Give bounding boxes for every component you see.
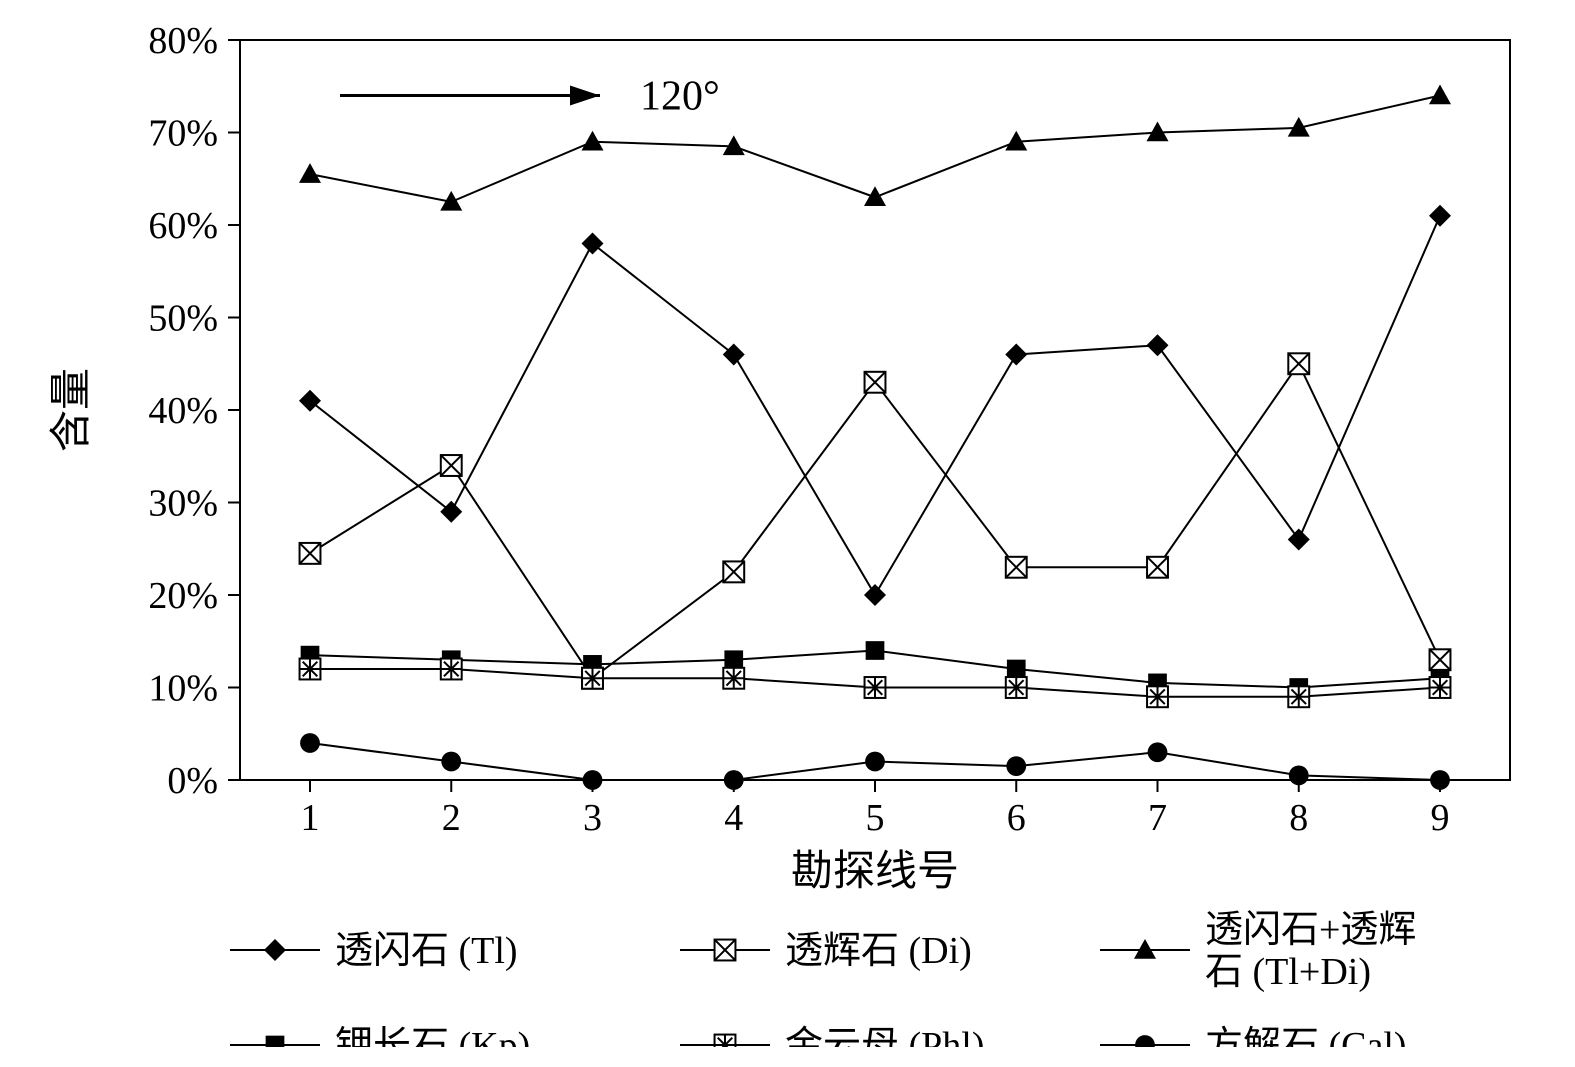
legend-label: 方解石 (Cal): [1205, 1025, 1407, 1047]
mineral-line-chart: 0% 10% 20% 30% 40% 50% 60% 70% 80% 1 2 3 4 5 6 7 8 9 勘探线号 含…: [20, 20, 1555, 1047]
x-tick-label: 4: [724, 797, 743, 839]
x-tick-label: 2: [442, 797, 461, 839]
y-tick-label: 10%: [148, 668, 218, 710]
chart-svg: 0% 10% 20% 30% 40% 50% 60% 70% 80% 1 2 3 4 5 6 7 8 9 勘探线号 含…: [20, 20, 1555, 1047]
legend-item-cal: 方解石 (Cal): [1100, 1025, 1407, 1047]
legend-label: 透闪石+透辉: [1205, 909, 1416, 951]
series-tl: [299, 205, 1451, 606]
x-tick-label: 7: [1148, 797, 1167, 839]
y-tick-label: 70%: [148, 113, 218, 155]
legend-item-di: 透辉石 (Di): [680, 930, 972, 972]
legend-item-phl: 金云母 (Phl): [680, 1025, 985, 1047]
y-tick-label: 30%: [148, 483, 218, 525]
y-axis-label: 含量: [49, 368, 95, 452]
x-tick-label: 8: [1289, 797, 1308, 839]
x-tick-label: 5: [866, 797, 885, 839]
legend-item-tl: 透闪石 (Tl): [230, 930, 518, 972]
legend-item-kp: 钾长石 (Kp): [230, 1025, 530, 1047]
x-tick-label: 6: [1007, 797, 1026, 839]
x-tick-label: 3: [583, 797, 602, 839]
series-tldi: [299, 85, 1451, 211]
y-tick-label: 50%: [148, 298, 218, 340]
x-tick-label: 1: [301, 797, 320, 839]
y-tick-label: 40%: [148, 390, 218, 432]
legend-label: 金云母 (Phl): [785, 1025, 985, 1047]
legend-item-tldi: 透闪石+透辉石 (Tl+Di): [1100, 909, 1416, 993]
series-di: [300, 353, 1451, 688]
series-phl: [300, 659, 1451, 708]
x-axis-label: 勘探线号: [791, 849, 959, 895]
y-tick-label: 80%: [148, 20, 218, 62]
legend-label: 透闪石 (Tl): [335, 930, 518, 972]
y-tick-label: 60%: [148, 205, 218, 247]
legend-label: 钾长石 (Kp): [335, 1025, 530, 1047]
y-tick-label: 20%: [148, 575, 218, 617]
legend-label: 石 (Tl+Di): [1205, 951, 1371, 993]
x-tick-label: 9: [1431, 797, 1450, 839]
legend-label: 透辉石 (Di): [785, 930, 972, 972]
y-tick-label: 0%: [167, 760, 218, 802]
direction-annotation: 120°: [640, 74, 720, 120]
